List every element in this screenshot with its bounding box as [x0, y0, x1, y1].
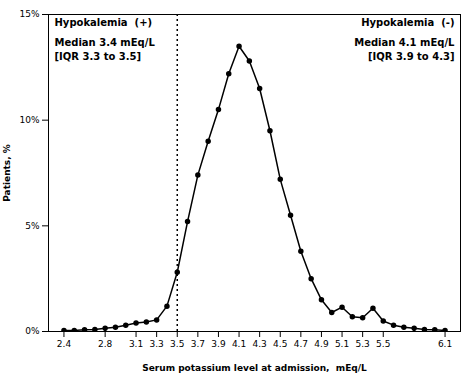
svg-text:4.7: 4.7: [294, 339, 308, 349]
svg-text:4.9: 4.9: [314, 339, 329, 349]
svg-text:Patients, %: Patients, %: [2, 144, 12, 202]
svg-text:6.1: 6.1: [438, 339, 452, 349]
svg-text:4.5: 4.5: [273, 339, 287, 349]
svg-text:5%: 5%: [25, 221, 40, 231]
svg-text:2.4: 2.4: [57, 339, 72, 349]
svg-text:0%: 0%: [25, 326, 40, 336]
svg-text:Hypokalemia (+): Hypokalemia (+): [55, 17, 153, 28]
svg-text:3.3: 3.3: [149, 339, 163, 349]
svg-text:5.5: 5.5: [376, 339, 390, 349]
svg-text:Serum potassium level at admis: Serum potassium level at admission, mEq/…: [142, 363, 367, 373]
svg-text:3.5: 3.5: [170, 339, 184, 349]
svg-text:10%: 10%: [19, 115, 39, 125]
svg-text:4.1: 4.1: [232, 339, 246, 349]
svg-text:3.7: 3.7: [191, 339, 205, 349]
svg-text:Median 4.1 mEq/L[IQR 3.9 to 4.: Median 4.1 mEq/L[IQR 3.9 to 4.3]: [354, 37, 455, 62]
svg-text:5.1: 5.1: [335, 339, 349, 349]
svg-text:3.9: 3.9: [211, 339, 226, 349]
svg-text:5.3: 5.3: [355, 339, 369, 349]
svg-text:4.3: 4.3: [252, 339, 266, 349]
svg-text:Median 3.4 mEq/L[IQR 3.3 to 3.: Median 3.4 mEq/L[IQR 3.3 to 3.5]: [55, 37, 156, 62]
svg-text:15%: 15%: [19, 9, 39, 19]
svg-text:2.8: 2.8: [98, 339, 113, 349]
svg-text:3.1: 3.1: [129, 339, 143, 349]
svg-text:Hypokalemia (-): Hypokalemia (-): [361, 17, 454, 28]
